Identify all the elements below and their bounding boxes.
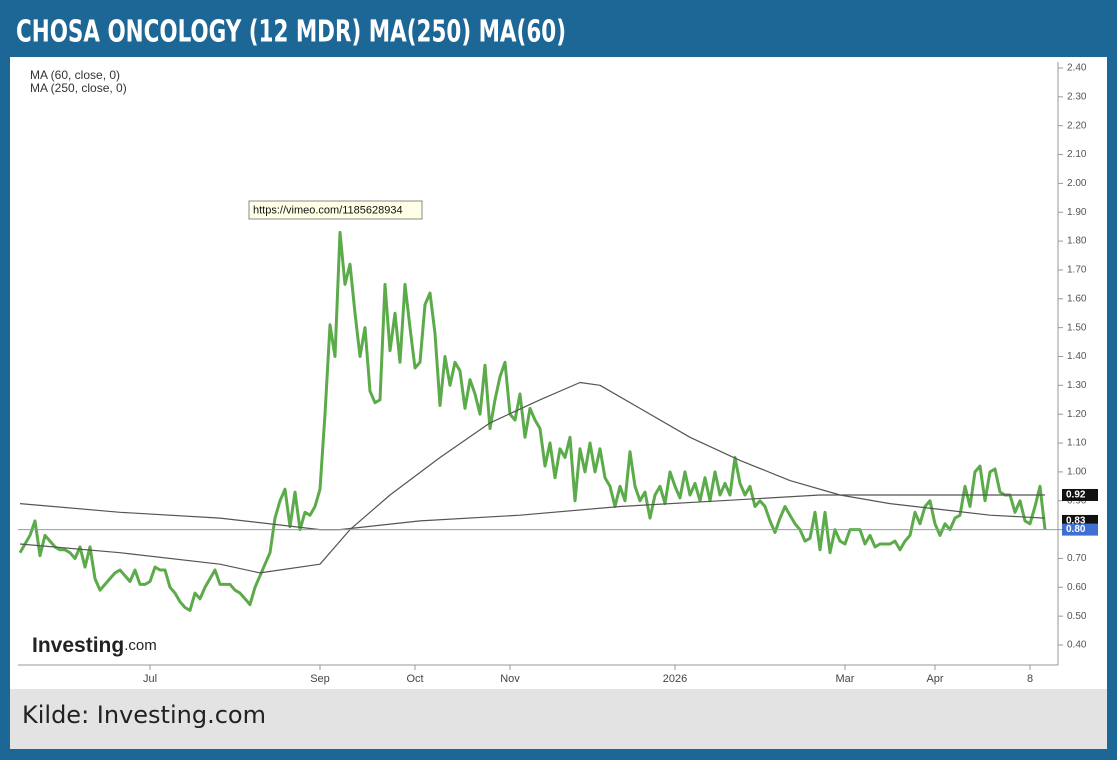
ma-line	[19, 494, 1045, 531]
footer-panel	[10, 689, 1107, 749]
y-tick-label: 1.90	[1067, 207, 1087, 218]
y-tick-label: 1.50	[1067, 322, 1087, 333]
y-tick-label: 1.20	[1067, 409, 1087, 420]
watermark-main: Investing	[32, 634, 124, 657]
price-label: 0.80	[1066, 524, 1086, 535]
legend-entry: MA (60, close, 0)	[30, 68, 120, 82]
plot-panel	[10, 57, 1107, 689]
tooltip-text: https://vimeo.com/1185628934	[253, 204, 403, 216]
y-tick-label: 2.40	[1067, 63, 1087, 74]
price-label: 0.83	[1066, 516, 1086, 527]
y-tick-label: 2.00	[1067, 178, 1087, 189]
y-tick-label: 1.10	[1067, 438, 1087, 449]
y-tick-label: 0.60	[1067, 582, 1087, 593]
x-tick-label: Sep	[310, 673, 330, 685]
x-tick-label: Jul	[143, 673, 157, 685]
y-tick-label: 1.40	[1067, 351, 1087, 362]
watermark-suffix: .com	[124, 637, 157, 654]
x-tick-label: Nov	[500, 673, 520, 685]
price-label-box	[1062, 488, 1098, 501]
y-tick-label: 2.10	[1067, 149, 1087, 160]
y-tick-label: 0.50	[1067, 611, 1087, 622]
source-note: Kilde: Investing.com	[22, 701, 266, 729]
x-tick-label: 2026	[663, 673, 687, 685]
y-tick-label: 1.70	[1067, 265, 1087, 276]
y-tick-label: 1.00	[1067, 467, 1087, 478]
y-tick-label: 2.20	[1067, 120, 1087, 131]
y-tick-label: 0.70	[1067, 553, 1087, 564]
y-tick-label: 1.30	[1067, 380, 1087, 391]
y-tick-label: 0.40	[1067, 640, 1087, 651]
price-label-box	[1062, 523, 1098, 536]
x-tick-label: Mar	[836, 673, 855, 685]
tooltip-box	[248, 200, 423, 220]
x-tick-label: 8	[1027, 673, 1033, 685]
y-tick-label: 2.30	[1067, 91, 1087, 102]
x-tick-label: Oct	[406, 673, 423, 685]
price-label: 0.92	[1066, 490, 1086, 501]
price-line	[18, 230, 1047, 612]
chart-title: CHOSA ONCOLOGY (12 MDR) MA(250) MA(60)	[16, 15, 566, 50]
watermark: Investing.com	[32, 634, 157, 657]
ma-line	[19, 381, 1046, 574]
legend-entry: MA (250, close, 0)	[30, 81, 127, 95]
y-tick-label: 1.80	[1067, 236, 1087, 247]
y-tick-label: 1.60	[1067, 293, 1087, 304]
x-tick-label: Apr	[926, 673, 943, 685]
